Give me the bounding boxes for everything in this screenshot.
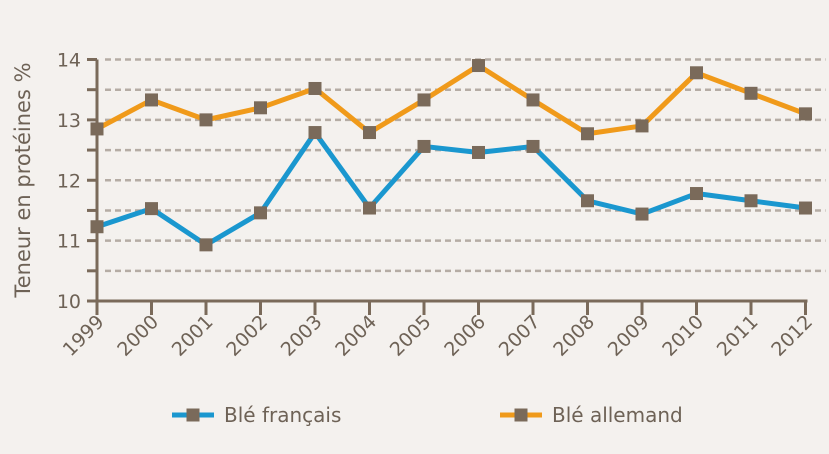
data-point (635, 119, 649, 133)
series-group (90, 59, 812, 252)
x-tick-label: 1999 (59, 311, 109, 361)
data-point (145, 93, 158, 107)
data-point (472, 145, 485, 159)
data-point (744, 86, 758, 100)
x-tick-label: 2011 (713, 311, 763, 361)
data-point (199, 113, 213, 127)
x-tick-label: 2002 (222, 311, 272, 361)
x-tick-label: 2010 (658, 311, 708, 361)
x-tick-label: 2001 (168, 311, 218, 361)
legend-label: Blé allemand (552, 403, 683, 427)
data-point (363, 201, 376, 215)
legend-item: Blé allemand (500, 403, 683, 427)
data-point (472, 59, 485, 73)
x-tick-label: 2009 (604, 311, 654, 361)
x-tick-label: 2007 (495, 311, 545, 361)
series-line (96, 130, 806, 248)
data-point (90, 220, 104, 234)
data-point (526, 93, 540, 107)
x-tick-label: 2006 (440, 311, 490, 361)
data-point (417, 93, 431, 107)
x-tick-label: 2000 (113, 311, 163, 361)
y-tick-label: 14 (57, 50, 81, 72)
series-bl-allemand (90, 59, 812, 141)
y-tick-label: 13 (57, 110, 81, 132)
x-tick-label: 2008 (549, 311, 599, 361)
data-point (254, 206, 267, 220)
data-point (145, 202, 158, 216)
data-point (744, 194, 758, 208)
legend: Blé français Blé allemand (172, 403, 683, 427)
x-tick-label: 2003 (277, 311, 327, 361)
legend-marker (186, 408, 200, 422)
data-point (417, 139, 431, 153)
data-point (581, 127, 594, 141)
data-point (308, 126, 322, 140)
x-tick-label: 2012 (767, 311, 817, 361)
data-point (308, 81, 322, 95)
y-tick-label: 10 (57, 291, 81, 313)
y-tick-label: 12 (57, 170, 81, 192)
data-point (90, 122, 104, 136)
y-tick-label: 11 (57, 231, 81, 253)
x-tick-label: 2004 (331, 311, 381, 361)
legend-marker (514, 408, 528, 422)
series-bl-fran-ais (90, 126, 812, 252)
legend-label: Blé français (224, 403, 341, 427)
series-line (95, 63, 807, 137)
data-point (199, 238, 213, 252)
data-point (363, 126, 376, 140)
data-point (635, 207, 649, 221)
data-point (690, 187, 703, 201)
legend-item: Blé français (172, 403, 341, 427)
y-axis-label: Teneur en protéines % (11, 62, 35, 298)
data-point (799, 107, 812, 121)
data-point (254, 101, 267, 115)
data-point (799, 201, 812, 215)
data-point (581, 194, 594, 208)
data-point (690, 66, 703, 80)
x-tick-label: 2005 (386, 311, 436, 361)
data-point (526, 139, 540, 153)
